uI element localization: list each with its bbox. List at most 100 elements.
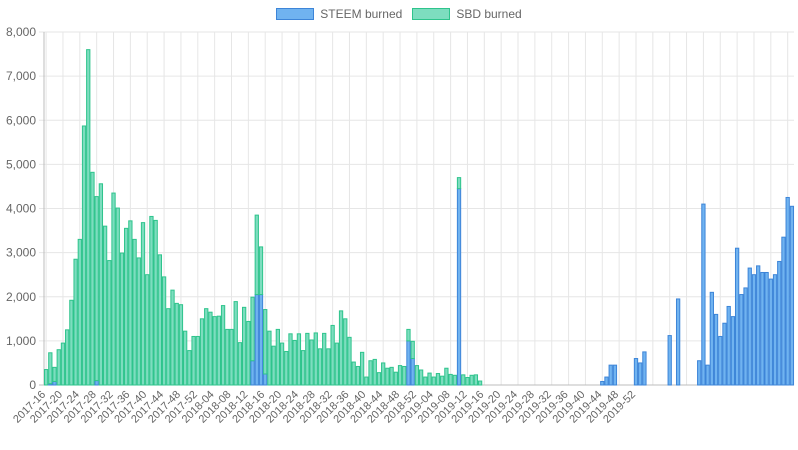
bar-sbd-burned bbox=[233, 301, 238, 386]
bar-sbd-burned bbox=[330, 324, 335, 386]
legend: STEEM burned SBD burned bbox=[0, 7, 798, 21]
bar-sbd-burned bbox=[461, 374, 466, 386]
bar-sbd-burned bbox=[77, 238, 82, 386]
bar-sbd-burned bbox=[448, 373, 453, 386]
bar-sbd-burned bbox=[237, 342, 243, 386]
bar-steem-burned bbox=[667, 335, 672, 386]
legend-swatch-steem bbox=[276, 8, 315, 20]
bar-sbd-burned bbox=[136, 257, 141, 386]
y-tick-label: 1,000 bbox=[6, 334, 36, 348]
bar-steem-burned bbox=[726, 305, 731, 386]
bar-sbd-burned bbox=[166, 308, 171, 386]
bar-steem-burned bbox=[250, 360, 255, 386]
y-tick-label: 8,000 bbox=[6, 25, 36, 39]
bar-steem-burned bbox=[789, 205, 795, 386]
bar-sbd-burned bbox=[313, 332, 318, 386]
bar-sbd-burned bbox=[98, 183, 104, 386]
bar-sbd-burned bbox=[187, 350, 192, 386]
y-tick-label: 5,000 bbox=[6, 157, 36, 171]
bar-sbd-burned bbox=[254, 214, 259, 296]
bar-sbd-burned bbox=[178, 304, 184, 386]
bar-sbd-burned bbox=[372, 358, 377, 386]
bar-steem-burned bbox=[612, 364, 618, 386]
bar-sbd-burned bbox=[351, 361, 356, 386]
bar-sbd-burned bbox=[322, 332, 327, 386]
bar-steem-burned bbox=[718, 335, 723, 386]
bar-sbd-burned bbox=[250, 296, 255, 362]
bar-sbd-burned bbox=[153, 219, 158, 386]
bar-steem-burned bbox=[633, 358, 639, 386]
bar-sbd-burned bbox=[300, 350, 306, 386]
bar-sbd-burned bbox=[52, 366, 57, 382]
bar-sbd-burned bbox=[406, 328, 411, 342]
bar-sbd-burned bbox=[477, 380, 483, 386]
bar-steem-burned bbox=[406, 340, 411, 386]
bar-sbd-burned bbox=[216, 315, 222, 386]
bar-sbd-burned bbox=[389, 366, 394, 386]
bar-sbd-burned bbox=[195, 335, 200, 386]
bar-steem-burned bbox=[751, 274, 757, 386]
bar-sbd-burned bbox=[275, 328, 280, 386]
legend-label-steem: STEEM burned bbox=[320, 7, 403, 21]
bar-sbd-burned bbox=[258, 246, 264, 296]
bar-steem-burned bbox=[734, 247, 740, 386]
bar-sbd-burned bbox=[81, 125, 87, 386]
bar-sbd-burned bbox=[149, 215, 154, 386]
bar-sbd-burned bbox=[199, 318, 205, 386]
bar-sbd-burned bbox=[90, 171, 95, 386]
legend-item-sbd[interactable]: SBD burned bbox=[412, 7, 522, 21]
bar-sbd-burned bbox=[65, 329, 70, 386]
bar-sbd-burned bbox=[456, 177, 462, 190]
bar-steem-burned bbox=[258, 294, 264, 386]
bar-steem-burned bbox=[722, 322, 727, 386]
bar-sbd-burned bbox=[465, 376, 470, 386]
bar-sbd-burned bbox=[124, 227, 129, 386]
bar-steem-burned bbox=[456, 188, 462, 386]
bar-sbd-burned bbox=[263, 309, 268, 375]
bar-sbd-burned bbox=[119, 252, 125, 386]
bar-steem-burned bbox=[760, 271, 765, 386]
bar-sbd-burned bbox=[414, 365, 420, 386]
legend-swatch-sbd bbox=[412, 8, 451, 20]
y-tick-label: 7,000 bbox=[6, 69, 36, 83]
bar-sbd-burned bbox=[140, 222, 146, 386]
bar-sbd-burned bbox=[271, 345, 276, 386]
bar-steem-burned bbox=[642, 351, 647, 386]
bar-sbd-burned bbox=[48, 352, 53, 385]
bar-sbd-burned bbox=[385, 367, 390, 386]
bar-sbd-burned bbox=[284, 350, 289, 386]
bar-sbd-burned bbox=[440, 375, 445, 386]
bar-sbd-burned bbox=[343, 318, 348, 386]
bar-steem-burned bbox=[638, 362, 643, 386]
bar-sbd-burned bbox=[161, 276, 167, 386]
bar-sbd-burned bbox=[208, 311, 213, 386]
bar-sbd-burned bbox=[334, 342, 339, 386]
bar-steem-burned bbox=[713, 313, 719, 386]
bar-sbd-burned bbox=[60, 342, 66, 386]
bar-sbd-burned bbox=[376, 372, 382, 386]
bar-sbd-burned bbox=[145, 274, 150, 386]
bar-sbd-burned bbox=[225, 328, 230, 386]
bar-sbd-burned bbox=[279, 342, 285, 386]
bar-sbd-burned bbox=[317, 348, 323, 386]
bar-steem-burned bbox=[739, 294, 744, 386]
bar-sbd-burned bbox=[132, 238, 137, 386]
y-tick-label: 4,000 bbox=[6, 202, 36, 216]
bar-sbd-burned bbox=[347, 336, 352, 386]
bar-steem-burned bbox=[743, 287, 748, 386]
bar-sbd-burned bbox=[423, 376, 428, 386]
bar-sbd-burned bbox=[305, 332, 310, 386]
bar-steem-burned bbox=[781, 236, 786, 386]
bar-steem-burned bbox=[675, 298, 681, 386]
bar-sbd-burned bbox=[86, 49, 91, 386]
bar-sbd-burned bbox=[418, 369, 424, 386]
bar-sbd-burned bbox=[368, 360, 373, 386]
bar-sbd-burned bbox=[452, 374, 457, 386]
legend-item-steem[interactable]: STEEM burned bbox=[276, 7, 402, 21]
bar-steem-burned bbox=[705, 364, 710, 386]
bar-steem-burned bbox=[747, 267, 752, 386]
bar-sbd-burned bbox=[107, 260, 112, 386]
bar-sbd-burned bbox=[355, 365, 361, 386]
y-tick-label: 0 bbox=[29, 378, 36, 392]
